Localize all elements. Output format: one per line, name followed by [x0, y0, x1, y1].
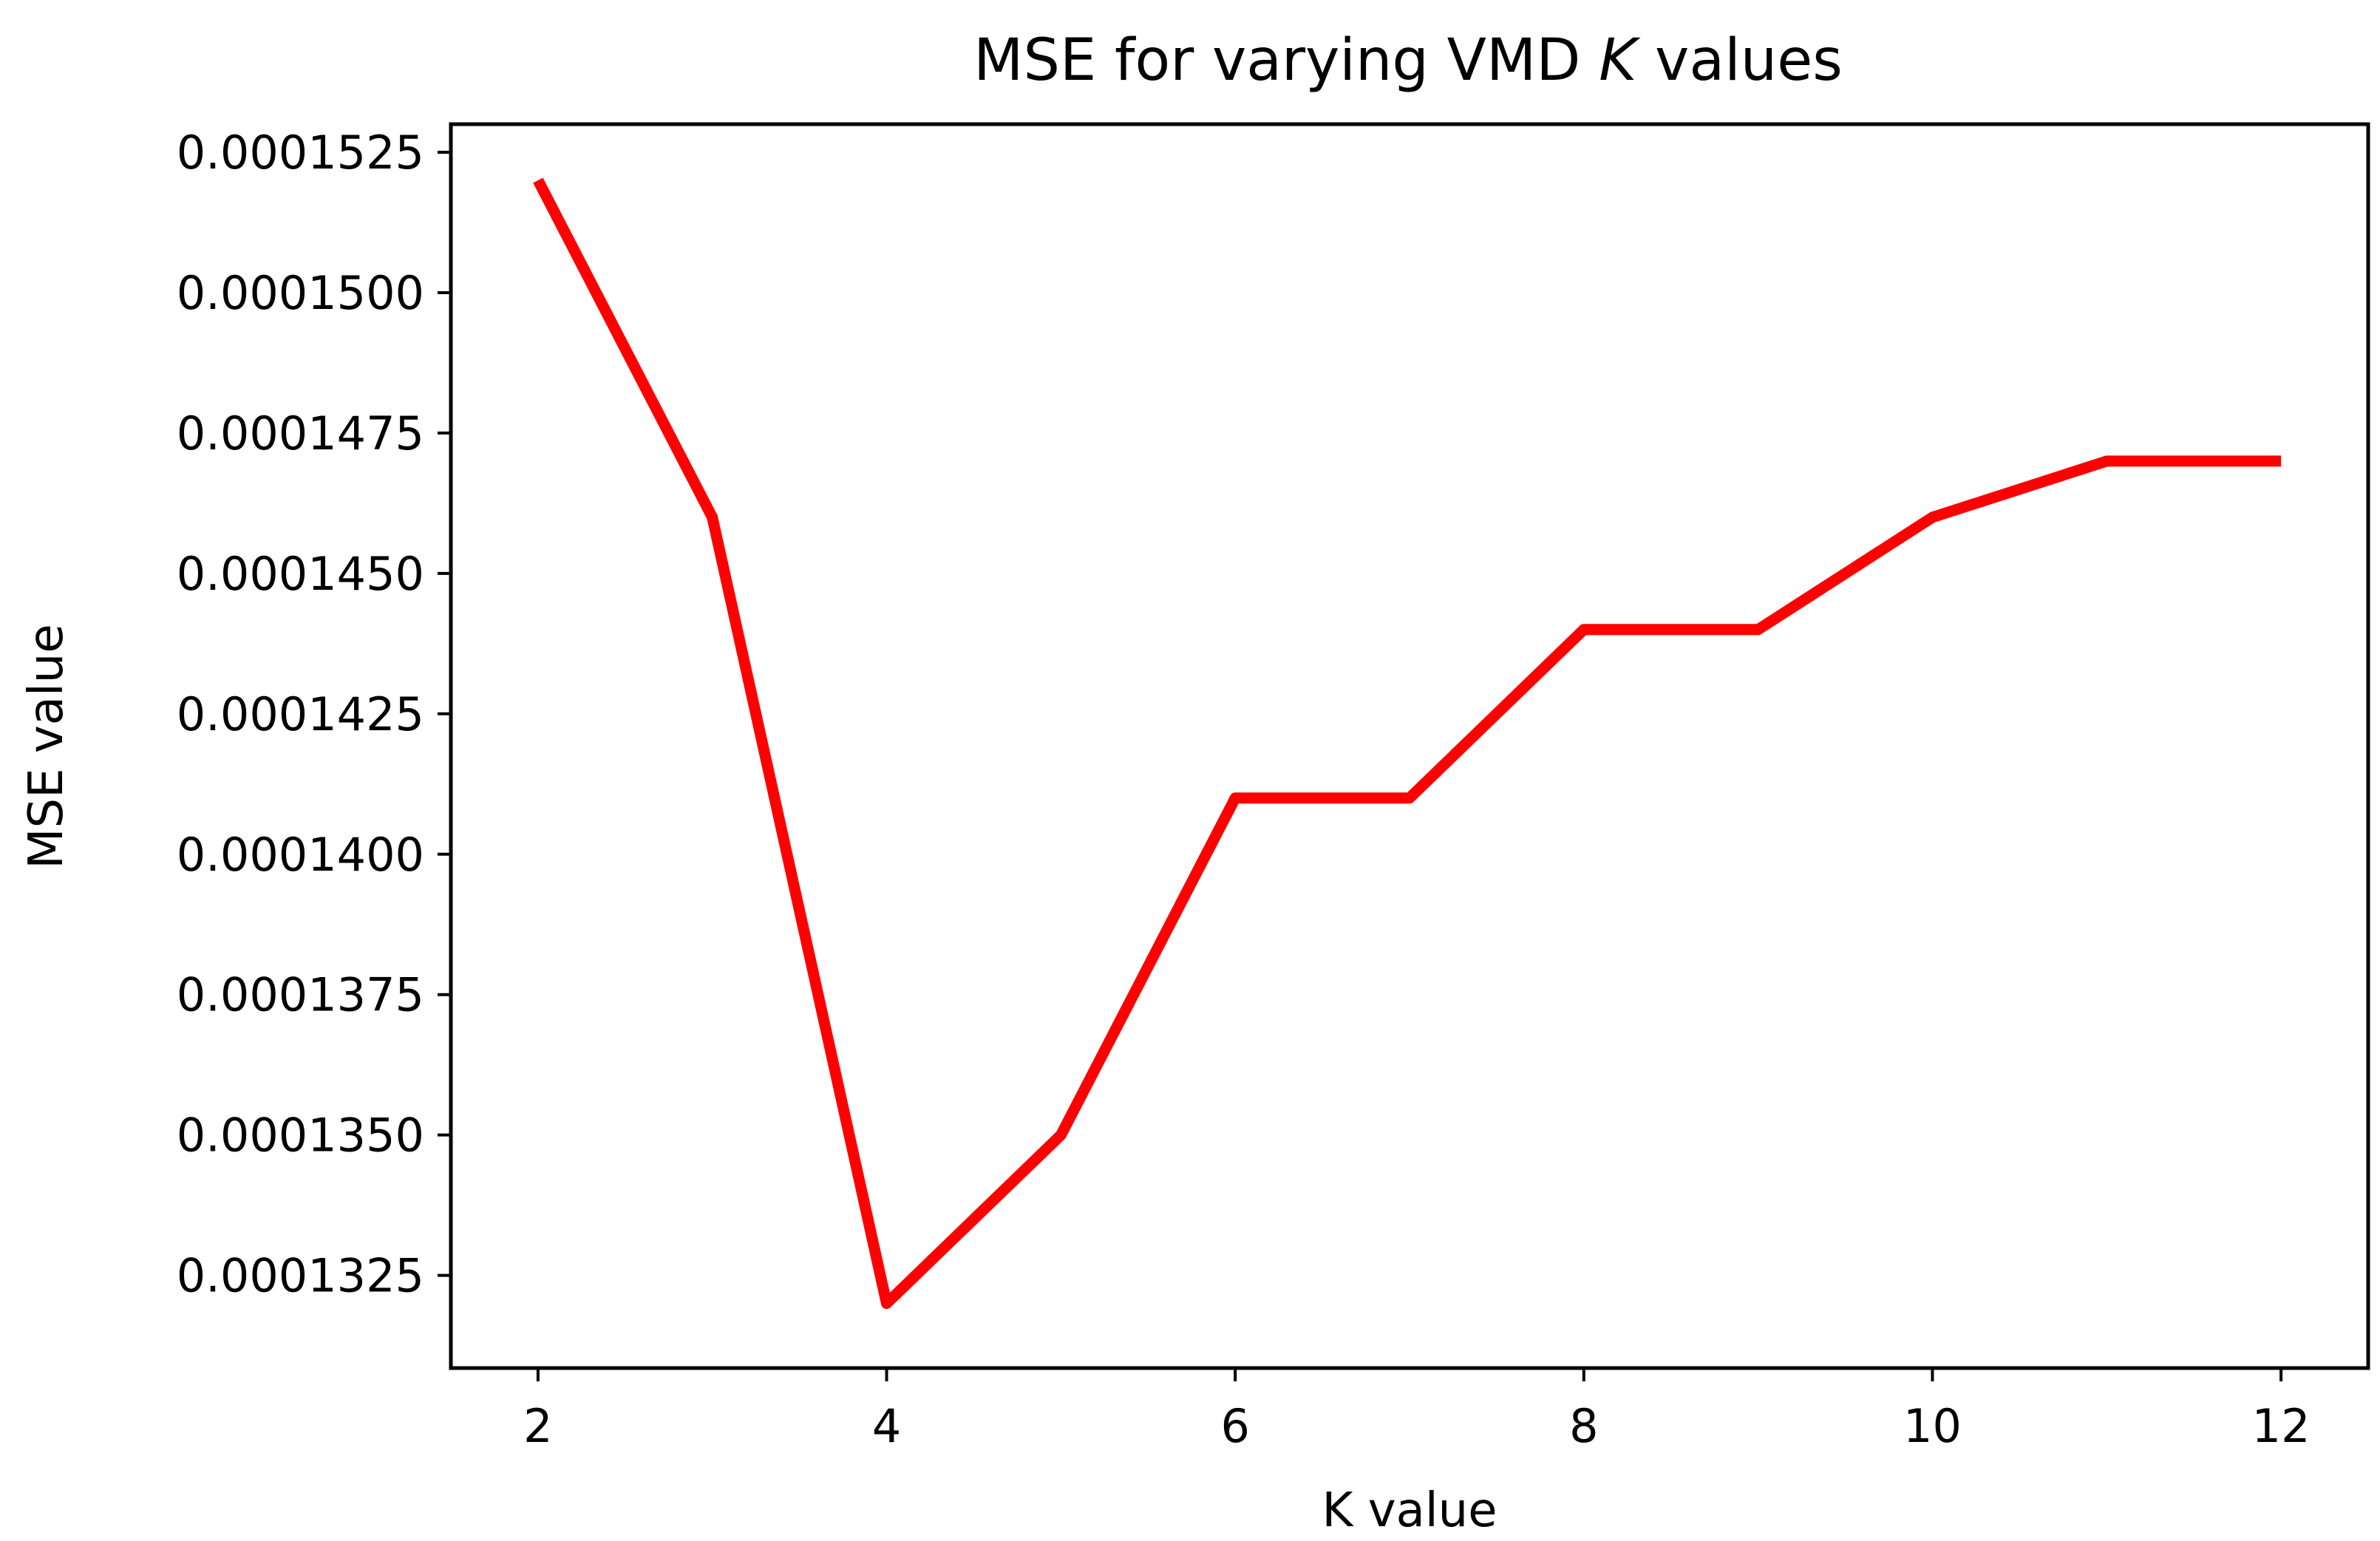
axes-frame: [449, 122, 2370, 1370]
x-tick-label: 2: [523, 1399, 552, 1453]
x-tick-label: 10: [1903, 1399, 1962, 1453]
y-tick-label: 0.0001325: [177, 1249, 424, 1303]
y-tick-label: 0.0001375: [177, 968, 424, 1022]
series-line-mse: [533, 177, 2282, 1310]
x-axis-label: K value: [1322, 1483, 1497, 1538]
y-tick-label: 0.0001500: [177, 266, 424, 320]
y-tick-label: 0.0001475: [177, 406, 424, 460]
y-tick-label: 0.0001350: [177, 1109, 424, 1163]
x-tick-label: 4: [872, 1399, 901, 1453]
chart-title: MSE for varying VMD K values: [973, 27, 1843, 94]
plot-area: 2 4 6 8 10 12 0.00013250.00013500.00013750.00…: [177, 122, 2370, 1453]
x-tick-label: 6: [1220, 1399, 1249, 1453]
series-layer: [533, 177, 2282, 1310]
x-tick-label: 8: [1569, 1399, 1598, 1453]
x-tick-label: 12: [2252, 1399, 2311, 1453]
y-tick-label: 0.0001525: [177, 126, 424, 180]
chart-title-main: MSE for varying VMD: [973, 27, 1599, 94]
y-tick-label: 0.0001400: [177, 828, 424, 882]
y-tick-label: 0.0001450: [177, 547, 424, 601]
x-axis-ticks: 2 4 6 8 10 12: [523, 1368, 2311, 1453]
y-axis-label: MSE value: [19, 624, 74, 868]
y-axis-ticks: 0.0001325 0.0001350 0.0001375 0.0001400 0.00…: [177, 126, 451, 1303]
chart-title-italic: K: [1599, 27, 1641, 94]
y-tick-label: 0.0001425: [177, 687, 424, 741]
chart-title-suffix: values: [1636, 27, 1842, 94]
